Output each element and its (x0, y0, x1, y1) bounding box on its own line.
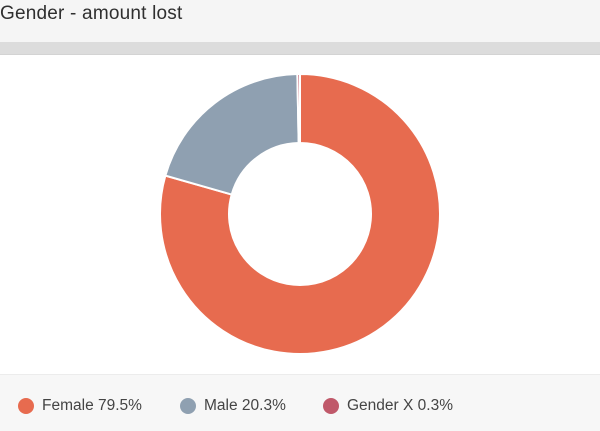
legend-item-female[interactable]: Female 79.5% (18, 395, 142, 417)
panel-title: Gender - amount lost (0, 3, 183, 24)
legend-item-gender-x[interactable]: Gender X 0.3% (323, 395, 453, 417)
legend-label-gender-x: Gender X 0.3% (347, 397, 453, 414)
chart-legend: Female 79.5% Male 20.3% Gender X 0.3% (0, 374, 600, 431)
slice-male[interactable] (164, 73, 300, 196)
legend-item-male[interactable]: Male 20.3% (180, 395, 286, 417)
header-divider (0, 42, 600, 55)
chart-area (0, 55, 600, 373)
donut-chart (159, 72, 441, 355)
legend-swatch-male (180, 398, 196, 414)
legend-swatch-female (18, 398, 34, 414)
legend-label-male: Male 20.3% (204, 397, 286, 414)
legend-swatch-gender-x (323, 398, 339, 414)
slice-gender-x[interactable] (296, 72, 301, 145)
slice-female[interactable] (159, 72, 441, 355)
legend-label-female: Female 79.5% (42, 397, 142, 414)
panel-header: Gender - amount lost (0, 0, 600, 42)
